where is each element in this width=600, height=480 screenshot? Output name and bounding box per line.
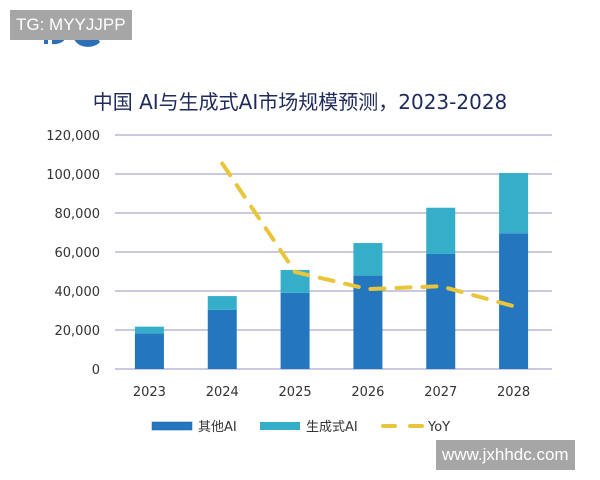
watermark-top: TG: MYYJJPP (10, 10, 132, 40)
yoy-line (220, 161, 516, 309)
legend-label-generative-ai: 生成式AI (306, 420, 358, 435)
legend-label-yoy: YoY (427, 420, 450, 435)
bar-other-ai-2023 (134, 333, 164, 369)
chart-title: 中国 AI与生成式AI市场规模预测，2023-2028 (92, 90, 508, 114)
x-tick-label: 2023 (133, 385, 166, 400)
y-tick-label: 120,000 (46, 129, 100, 144)
y-tick-label: 100,000 (46, 168, 100, 183)
watermark-bottom: www.jxhhdc.com (436, 440, 575, 470)
legend-swatch-other-ai (151, 421, 193, 431)
bar-generative-ai-2024 (207, 296, 237, 310)
bar-generative-ai-2026 (353, 243, 383, 276)
y-tick-label: 0 (92, 363, 100, 378)
legend-label-other-ai: 其他AI (198, 420, 237, 435)
bar-other-ai-2025 (280, 292, 310, 369)
x-tick-label: 2025 (279, 385, 312, 400)
legend-swatch-generative-ai (260, 422, 300, 430)
bar-generative-ai-2027 (426, 207, 456, 254)
bar-generative-ai-2028 (499, 173, 529, 234)
bar-generative-ai-2023 (134, 326, 164, 334)
bar-other-ai-2024 (207, 309, 237, 369)
y-tick-label: 40,000 (55, 285, 101, 300)
x-tick-label: 2028 (497, 385, 530, 400)
y-tick-label: 60,000 (55, 246, 101, 261)
x-tick-label: 2024 (206, 385, 239, 400)
x-tick-label: 2026 (351, 385, 384, 400)
x-tick-label: 2027 (424, 385, 457, 400)
bar-other-ai-2028 (499, 233, 529, 369)
y-tick-label: 80,000 (55, 207, 101, 222)
y-tick-label: 20,000 (55, 324, 101, 339)
bar-other-ai-2026 (353, 275, 383, 369)
bar-other-ai-2027 (426, 253, 456, 369)
